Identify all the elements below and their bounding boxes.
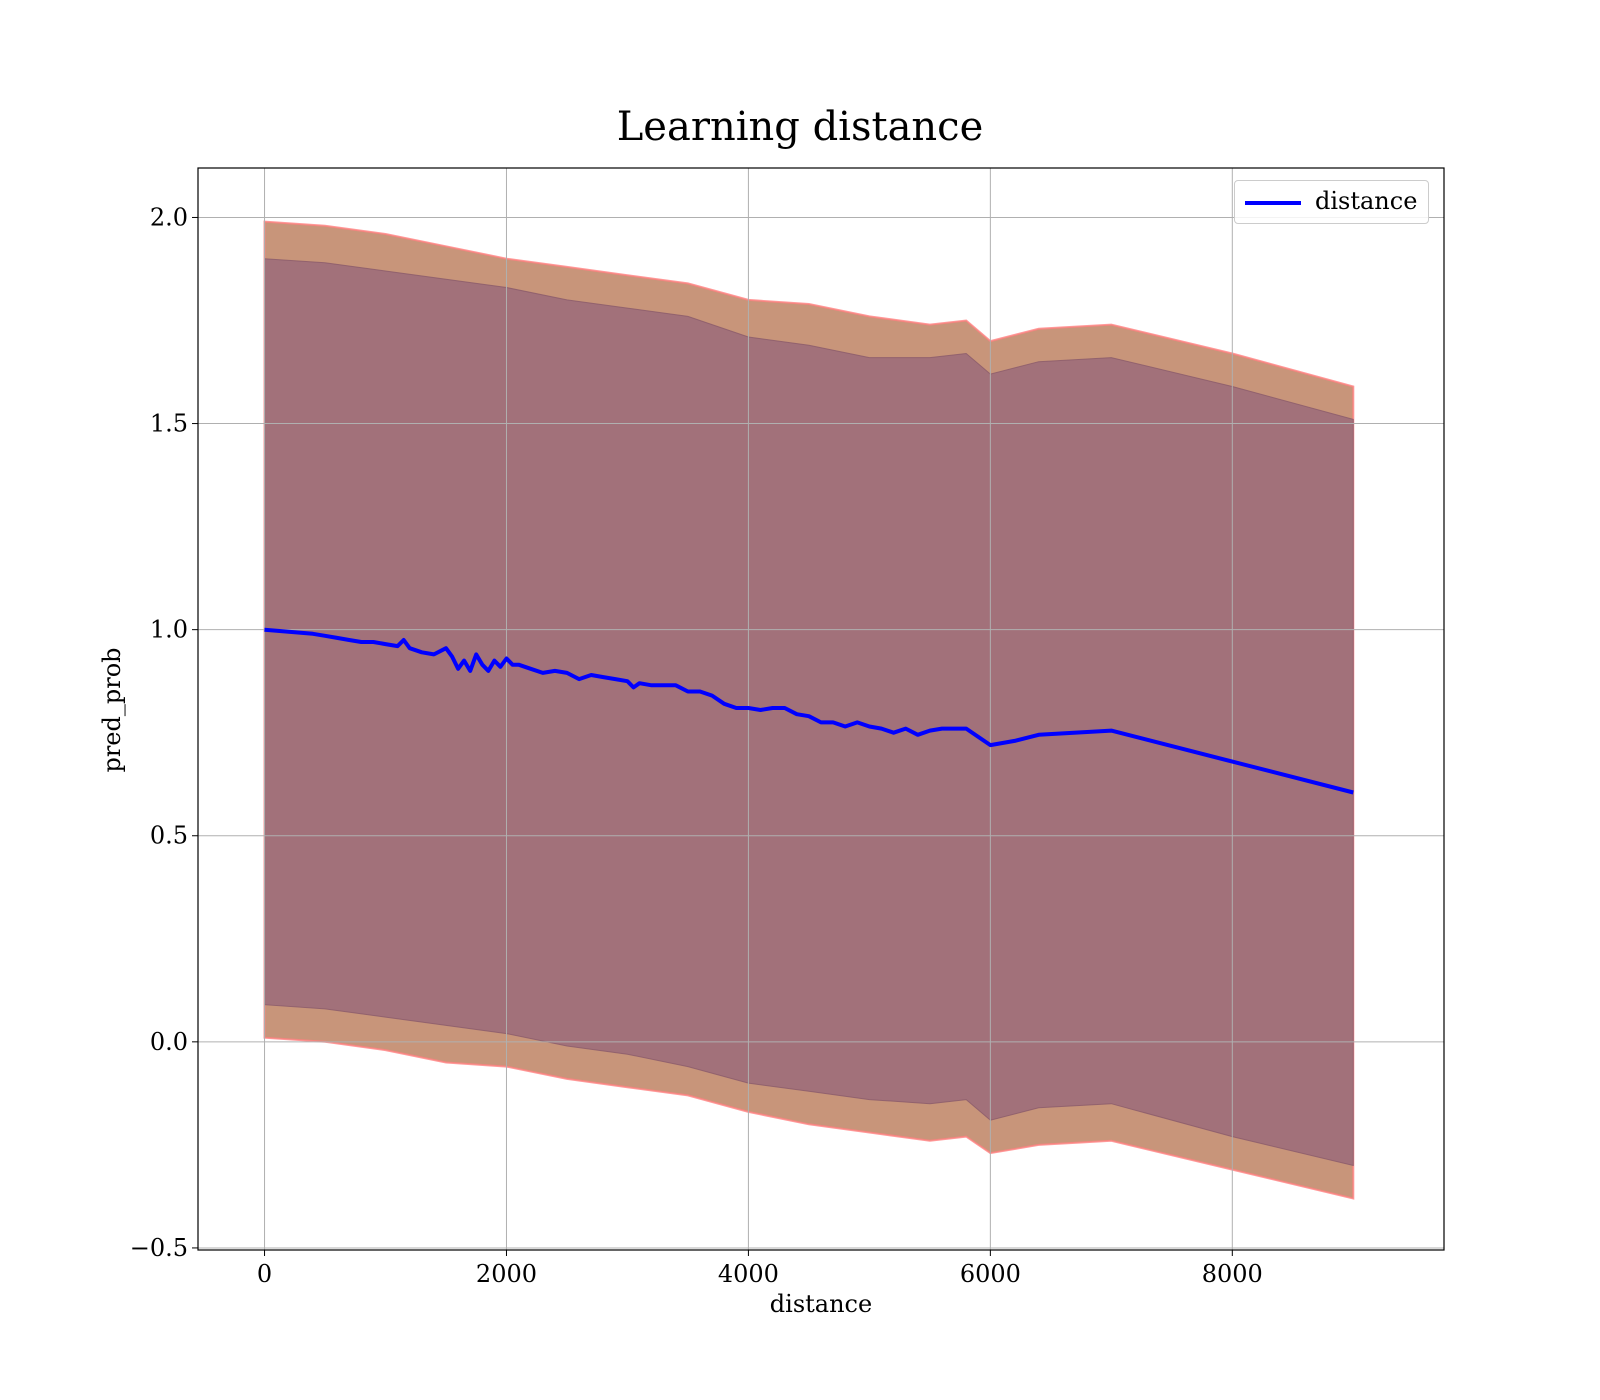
y-tick-label: 0.0: [150, 1028, 188, 1056]
y-axis-label: pred_prob: [98, 647, 126, 773]
y-tick-label: 2.0: [150, 203, 188, 231]
x-axis-label: distance: [769, 1290, 873, 1318]
legend-label: distance: [1315, 187, 1418, 215]
y-tick-label: −0.5: [130, 1234, 188, 1262]
chart-title: Learning distance: [616, 104, 984, 150]
legend-swatch: [1245, 201, 1301, 205]
plot-frame: [197, 167, 1445, 1251]
x-tick-label: 2000: [476, 1260, 537, 1288]
legend: distance: [1234, 180, 1429, 224]
x-tick-label: 6000: [960, 1260, 1021, 1288]
x-tick-label: 4000: [718, 1260, 779, 1288]
series-line-distance: [264, 627, 1354, 795]
y-tick-label: 0.5: [150, 822, 188, 850]
y-tick-label: 1.0: [150, 616, 188, 644]
y-tick-label: 1.5: [150, 410, 188, 438]
x-tick-label: 0: [257, 1260, 272, 1288]
x-tick-label: 8000: [1202, 1260, 1263, 1288]
band-2: [264, 258, 1354, 1167]
